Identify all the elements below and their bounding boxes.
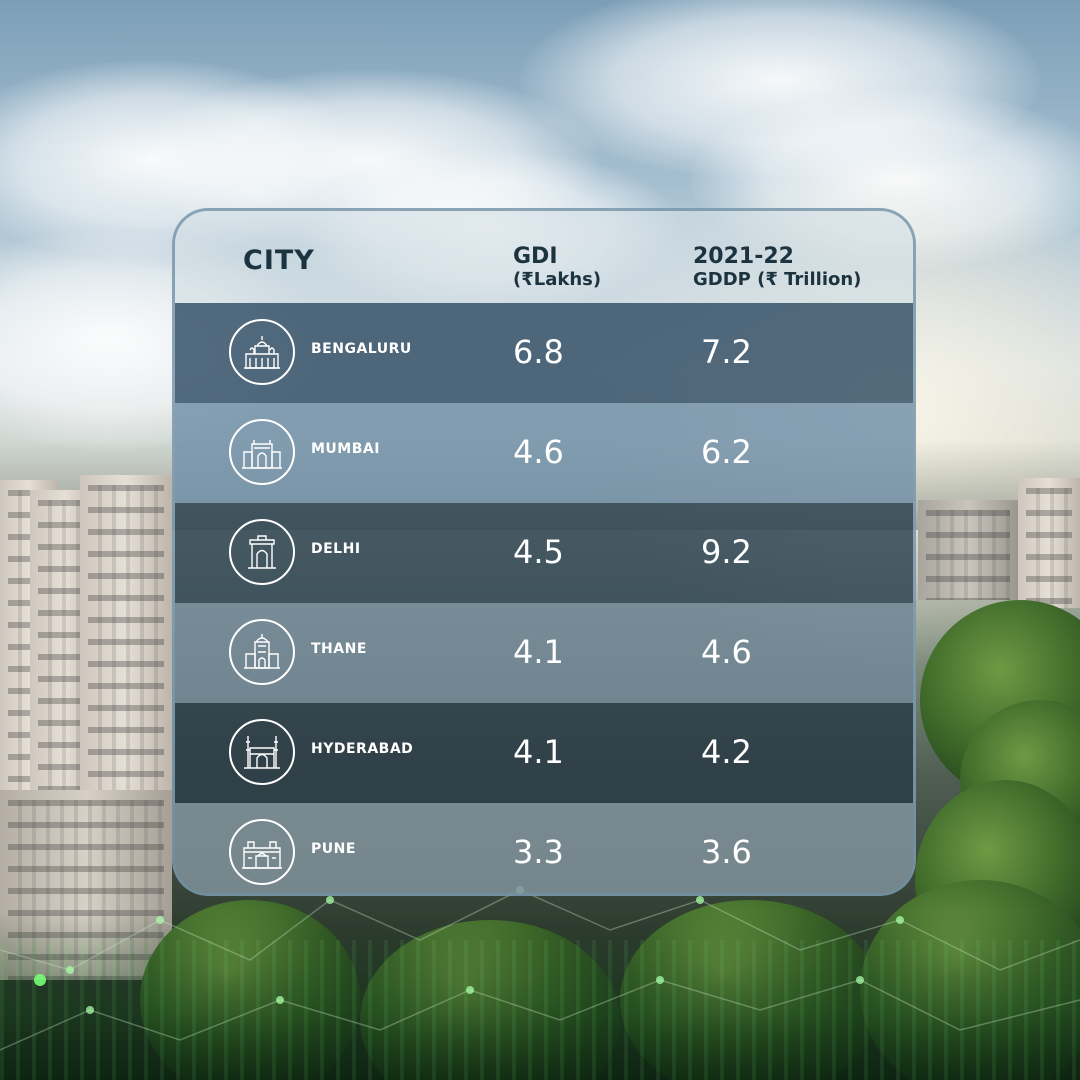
- table-row: HYDERABAD 4.1 4.2: [175, 703, 913, 803]
- gddp-value: 4.2: [701, 733, 752, 771]
- table-row: PUNE 3.3 3.6: [175, 803, 913, 893]
- gdi-value: 3.3: [513, 833, 564, 871]
- india-gate-icon: [229, 519, 295, 585]
- table-header: CITY GDI (₹Lakhs) 2021-22 GDDP (₹ Trilli…: [175, 211, 913, 303]
- city-income-table: CITY GDI (₹Lakhs) 2021-22 GDDP (₹ Trilli…: [172, 208, 916, 896]
- gddp-label: GDDP (₹ Trillion): [693, 269, 862, 290]
- city-name: PUNE: [311, 841, 356, 857]
- gddp-column-header: 2021-22 GDDP (₹ Trillion): [693, 245, 861, 291]
- gddp-year: 2021-22: [693, 244, 794, 269]
- thane-monument-icon: [229, 619, 295, 685]
- gddp-value: 7.2: [701, 333, 752, 371]
- gdi-label: GDI: [513, 244, 558, 269]
- charminar-icon: [229, 719, 295, 785]
- city-column-header: CITY: [243, 245, 315, 276]
- city-name: THANE: [311, 641, 367, 657]
- bengaluru-palace-icon: [229, 319, 295, 385]
- gddp-value: 3.6: [701, 833, 752, 871]
- gdi-value: 4.1: [513, 733, 564, 771]
- table-row: DELHI 4.5 9.2: [175, 503, 913, 603]
- gdi-value: 4.5: [513, 533, 564, 571]
- gdi-unit: (₹Lakhs): [513, 269, 602, 290]
- gddp-value: 9.2: [701, 533, 752, 571]
- gdi-value: 4.6: [513, 433, 564, 471]
- city-name: HYDERABAD: [311, 741, 414, 757]
- city-name: MUMBAI: [311, 441, 380, 457]
- gdi-value: 4.1: [513, 633, 564, 671]
- gddp-value: 6.2: [701, 433, 752, 471]
- table-row: THANE 4.1 4.6: [175, 603, 913, 703]
- table-row: MUMBAI 4.6 6.2: [175, 403, 913, 503]
- gddp-value: 4.6: [701, 633, 752, 671]
- gdi-column-header: GDI (₹Lakhs): [513, 245, 601, 291]
- city-name: DELHI: [311, 541, 361, 557]
- gateway-of-india-icon: [229, 419, 295, 485]
- table-row: BENGALURU 6.8 7.2: [175, 303, 913, 403]
- gdi-value: 6.8: [513, 333, 564, 371]
- city-name: BENGALURU: [311, 341, 412, 357]
- shaniwar-wada-icon: [229, 819, 295, 885]
